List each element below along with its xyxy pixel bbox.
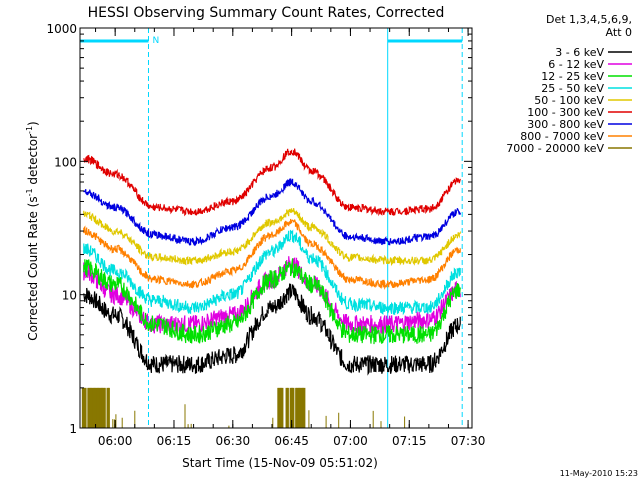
legend-label: 12 - 25 keV [541,70,604,83]
series-high-energy-bar [289,387,292,428]
series-line-6 [83,178,461,247]
y-axis-label-end: ) [26,121,40,126]
y-tick-label: 10 [62,289,77,303]
chart-title: HESSI Observing Summary Count Rates, Cor… [88,5,445,21]
plot-frame [79,27,473,429]
footer-date: 11-May-2010 15:23 [560,469,638,478]
series-high-energy-bar [94,387,97,428]
overlay-flag-label: N [152,36,159,46]
series-high-energy-bar [101,387,104,428]
data-series-group [81,148,461,428]
legend-header-line1: Det 1,3,4,5,6,9, [546,13,632,26]
legend-label: 6 - 12 keV [548,58,604,71]
series-high-energy-bar [302,387,305,428]
legend-label: 100 - 300 keV [527,106,604,119]
series-high-energy-sparse [112,404,406,428]
series-line-2 [83,258,461,345]
legend-label: 50 - 100 keV [534,94,604,107]
series-high-energy-bar [297,387,300,428]
series-high-energy-bar [291,387,294,428]
x-tick-label: 07:30 [451,434,486,448]
legend-label: 7000 - 20000 keV [506,142,604,155]
y-axis-label-main: Corrected Count Rate (s [26,196,40,340]
series-high-energy-bar [285,387,288,428]
series-high-energy-bar [103,387,106,428]
legend-header-line2: Att 0 [606,26,632,39]
series-high-energy-bar [96,387,99,428]
y-tick-label: 1 [69,422,77,436]
series-high-energy-bar [106,387,109,428]
series-high-energy-bar [300,387,303,428]
attenuator-overlays: N [80,28,463,428]
x-tick-label: 06:30 [216,434,251,448]
series-high-energy-bar [81,387,84,428]
x-tick-label: 07:15 [392,434,427,448]
y-tick-label: 100 [54,155,77,169]
series-high-energy-bar [280,387,283,428]
y-axis-label: Corrected Count Rate (s-1 detector-1) [25,121,40,340]
series-high-energy-bar [83,387,86,428]
series-high-energy-bar [277,387,280,428]
series-high-energy-bar [295,387,298,428]
y-axis-label-sup2: -1 [25,126,34,134]
y-axis-label-mid: detector [26,134,40,189]
x-tick-label: 06:45 [274,434,309,448]
series-line-3 [83,229,461,316]
x-tick-label: 06:00 [98,434,133,448]
legend-label: 25 - 50 keV [541,82,604,95]
x-axis-label: Start Time (15-Nov-09 05:51:02) [182,456,378,470]
series-high-energy-bar [90,387,93,428]
series-high-energy-bar [98,387,101,428]
series-line-5 [83,148,461,217]
series-high-energy-bar [99,387,102,428]
legend-label: 300 - 800 keV [527,118,604,131]
series-high-energy-bar [299,387,302,428]
series-high-energy-bar [92,387,95,428]
series-high-energy-bar [292,387,295,428]
series-high-energy-bar [87,387,90,428]
series-high-energy-bar [107,387,110,428]
series-line-0 [83,283,461,376]
series-high-energy-bar [95,387,98,428]
legend-label: 3 - 6 keV [555,46,604,59]
series-high-energy-bar [303,387,306,428]
x-tick-label: 06:15 [157,434,192,448]
series-line-7 [83,218,461,290]
series-line-4 [83,208,461,267]
series-high-energy-bar [296,387,299,428]
series-high-energy-bar [102,387,105,428]
series-high-energy-bar [84,387,87,428]
series-high-energy-bar [286,387,289,428]
series-high-energy-bar [281,387,284,428]
y-axis-label-sup1: -1 [25,188,34,196]
y-tick-label: 1000 [46,22,77,36]
series-high-energy-bar [91,387,94,428]
legend-label: 800 - 7000 keV [520,130,604,143]
series-high-energy-bar [88,387,91,428]
axes-group: 1 10 100 1000 06:00 06:15 06:30 06:45 07:00 07:15… [46,22,485,448]
series-high-energy-bar [278,387,281,428]
x-tick-label: 07:00 [333,434,368,448]
